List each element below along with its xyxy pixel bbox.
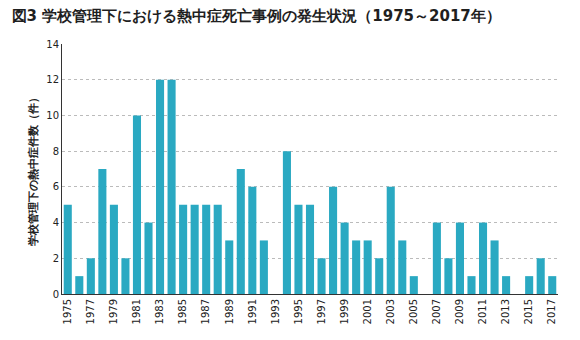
svg-text:1977: 1977 — [85, 299, 96, 324]
svg-text:2007: 2007 — [431, 299, 442, 324]
svg-text:図3 学校管理下における熱中症死亡事例の発生状況（1975～: 図3 学校管理下における熱中症死亡事例の発生状況（1975～2017年） — [12, 7, 501, 25]
svg-text:1997: 1997 — [316, 299, 327, 324]
svg-text:2013: 2013 — [500, 299, 511, 324]
svg-text:1979: 1979 — [108, 299, 119, 324]
svg-text:1975: 1975 — [62, 299, 73, 324]
svg-text:1991: 1991 — [247, 299, 258, 324]
svg-text:2011: 2011 — [477, 299, 488, 324]
svg-text:1999: 1999 — [339, 299, 350, 324]
svg-text:14: 14 — [46, 39, 59, 50]
svg-text:1987: 1987 — [200, 299, 211, 324]
svg-text:2005: 2005 — [408, 299, 419, 324]
svg-text:6: 6 — [53, 181, 59, 192]
svg-text:2001: 2001 — [362, 299, 373, 324]
svg-text:2009: 2009 — [454, 299, 465, 324]
svg-text:10: 10 — [46, 110, 59, 121]
svg-text:8: 8 — [53, 146, 59, 157]
svg-text:1985: 1985 — [177, 299, 188, 324]
svg-text:学校管理下の熱中症件数（件）: 学校管理下の熱中症件数（件） — [27, 92, 40, 246]
svg-text:2017: 2017 — [546, 299, 557, 324]
svg-text:2003: 2003 — [385, 299, 396, 324]
svg-text:0: 0 — [53, 289, 59, 300]
svg-text:1993: 1993 — [270, 299, 281, 324]
svg-text:1983: 1983 — [154, 299, 165, 324]
svg-text:2: 2 — [53, 253, 59, 264]
svg-text:1981: 1981 — [131, 299, 142, 324]
svg-text:1989: 1989 — [224, 299, 235, 324]
svg-text:4: 4 — [53, 217, 59, 228]
svg-text:12: 12 — [46, 74, 59, 85]
svg-text:2015: 2015 — [523, 299, 534, 324]
svg-text:1995: 1995 — [293, 299, 304, 324]
